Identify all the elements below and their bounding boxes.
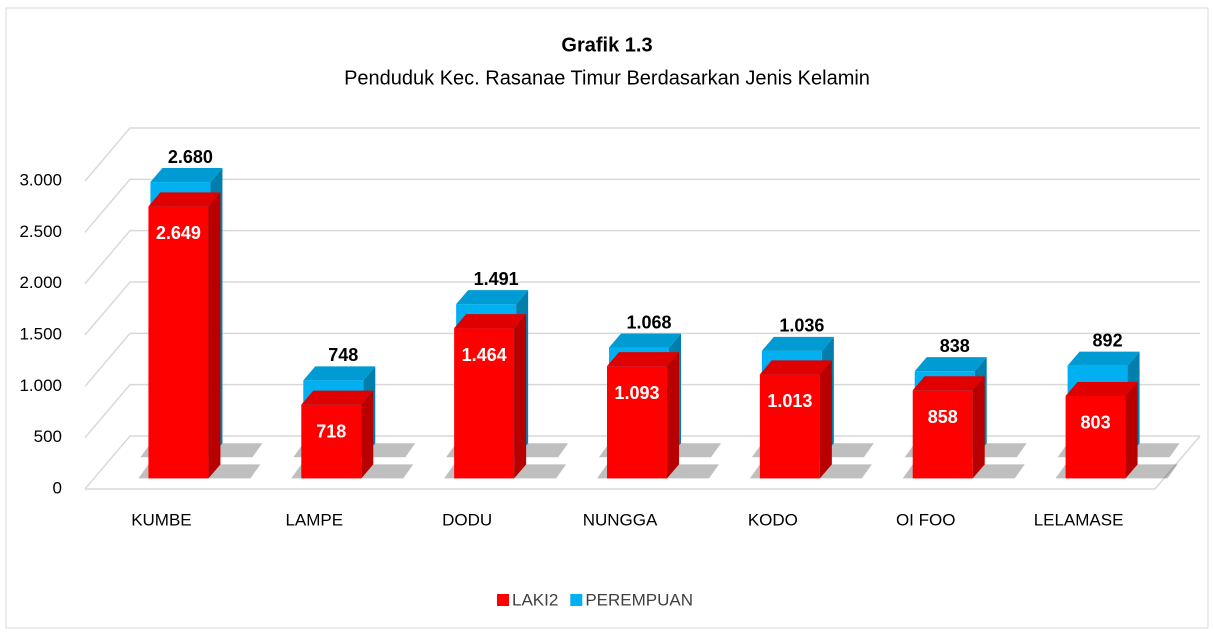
legend-label: LAKI2 [512,590,558,609]
x-tick-label: LAMPE [285,510,343,529]
data-label: 1.068 [626,312,671,332]
bar-top [607,352,679,367]
bar-front [148,206,209,479]
grid-line [84,281,1200,336]
bar-top [456,290,529,305]
bar-top [301,390,374,405]
x-tick-label: KUMBE [131,510,191,529]
grid-line [84,435,1200,490]
bar-front [607,366,667,479]
bar-top [303,366,376,381]
bar-front [454,328,515,479]
bar-side [1125,381,1138,479]
grid-line [84,332,1200,387]
y-tick-label: 1.000 [19,376,62,395]
legend-swatch [497,594,509,606]
bar-top [609,333,681,348]
bar-side [514,314,527,479]
y-tick-label: 2.000 [19,273,62,292]
y-tick-label: 2.500 [19,222,62,241]
grid-line [84,127,1200,182]
bar-top [914,357,987,372]
y-tick-label: 1.500 [19,324,62,343]
data-label: 838 [940,336,970,356]
bar-top [148,192,221,207]
bar-top [1065,381,1138,396]
y-tick-label: 0 [53,478,62,497]
grid-line [84,229,1200,285]
data-label: 1.093 [614,383,659,403]
legend-label: PEREMPUAN [585,590,693,609]
x-tick-label: NUNGGA [583,510,658,529]
bar-side [361,390,374,479]
bar-top [454,314,527,329]
x-tick-label: KODO [748,510,798,529]
data-label: 2.680 [168,147,213,167]
x-tick-label: OI FOO [896,510,956,529]
chart-subtitle: Penduduk Kec. Rasanae Timur Berdasarkan … [344,67,870,89]
grid-line [84,383,1200,439]
data-label: 1.036 [779,316,824,336]
bar-front [301,404,362,479]
y-tick-label: 500 [34,427,62,446]
data-label: 718 [316,421,346,441]
data-label: 803 [1081,413,1111,433]
y-tick-label: 3.000 [19,170,62,189]
floor-edge [1154,435,1201,490]
data-label: 2.649 [156,223,201,243]
data-label: 748 [328,345,358,365]
chart-title: Grafik 1.3 [561,34,652,56]
bar-side [819,360,832,479]
bar-top [912,376,985,391]
x-tick-label: DODU [442,510,492,529]
bar-front [759,374,820,479]
bar-side [208,192,221,479]
bar-front [1065,395,1126,479]
bar-front [912,390,973,479]
bar-top [1067,351,1140,366]
bar-top [761,336,834,351]
bar-side [667,352,679,479]
x-tick-label: LELAMASE [1034,510,1124,529]
bar-top [759,360,832,375]
data-label: 1.464 [462,345,507,365]
data-label: 1.491 [474,269,519,289]
grid-line [84,178,1200,233]
bar-top [150,168,223,183]
legend-swatch [570,594,583,606]
bar-side [972,376,985,479]
data-label: 892 [1093,330,1123,350]
data-label: 858 [928,407,958,427]
data-label: 1.013 [767,391,812,411]
